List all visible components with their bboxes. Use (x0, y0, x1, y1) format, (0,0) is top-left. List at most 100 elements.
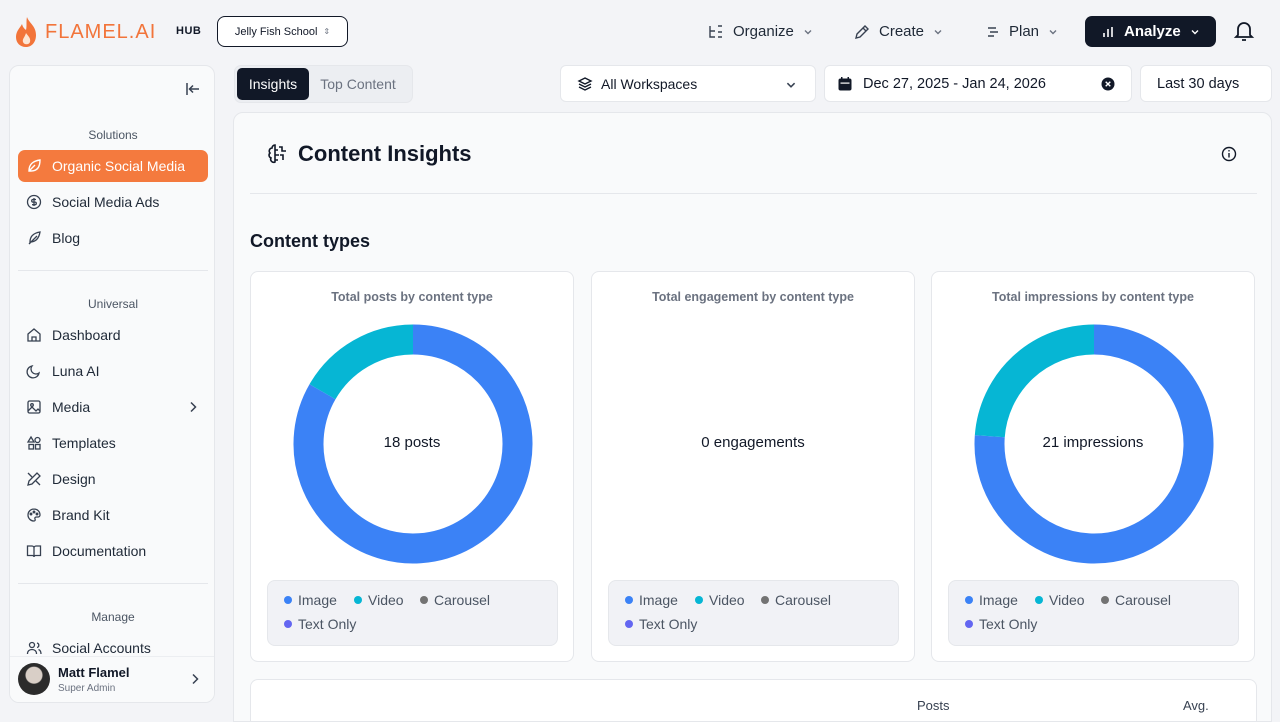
legend-label: Image (979, 592, 1018, 608)
legend-label: Text Only (639, 616, 698, 632)
sidebar-item-label: Documentation (52, 543, 147, 559)
legend-item-image[interactable]: Image (965, 592, 1018, 608)
legend-swatch (1101, 596, 1109, 604)
sidebar-divider (18, 270, 208, 271)
sidebar-item-media[interactable]: Media (18, 391, 208, 423)
legend-item-video[interactable]: Video (354, 592, 404, 608)
donut-slice-image[interactable] (974, 324, 1214, 564)
sidebar-item-dashboard[interactable]: Dashboard (18, 319, 208, 351)
users-icon (26, 641, 42, 655)
chart-title: Total impressions by content type (992, 290, 1194, 304)
home-icon (27, 328, 41, 342)
donut-slice-video[interactable] (309, 324, 414, 400)
nav-organize[interactable]: Organize (708, 16, 813, 47)
legend-swatch (284, 596, 292, 604)
sidebar-item-label: Design (52, 471, 96, 487)
sidebar-item-brand-kit[interactable]: Brand Kit (18, 499, 208, 531)
chart-card-engagement: Total engagement by content type 0 engag… (591, 271, 915, 662)
sidebar-item-label: Blog (52, 230, 81, 246)
collapse-sidebar-icon[interactable] (184, 80, 202, 98)
chevron-down-icon (786, 82, 796, 88)
nav-plan[interactable]: Plan (986, 16, 1058, 47)
legend-swatch (420, 596, 428, 604)
bell-icon[interactable] (1232, 19, 1256, 43)
organize-icon (709, 24, 722, 38)
chart-legend: Image Video Carousel Text Only (608, 580, 899, 646)
sidebar-item-blog[interactable]: Blog (18, 222, 208, 254)
sidebar-item-social-media-ads[interactable]: Social Media Ads (18, 186, 208, 218)
school-selector[interactable]: Jelly Fish School ⇕ (217, 16, 348, 47)
user-profile[interactable]: Matt Flamel Super Admin (10, 656, 214, 702)
date-range-label: Dec 27, 2025 - Jan 24, 2026 (863, 75, 1046, 92)
sidebar-item-design[interactable]: Design (18, 463, 208, 495)
header-divider (250, 193, 1257, 194)
legend-label: Video (368, 592, 404, 608)
nav-plan-label: Plan (1009, 23, 1040, 40)
flame-icon (16, 17, 36, 47)
legend-label: Carousel (1115, 592, 1172, 608)
legend-swatch (965, 596, 973, 604)
dollar-icon (26, 194, 42, 210)
book-icon (26, 545, 42, 558)
sidebar-item-organic-social-media[interactable]: Organic Social Media (18, 150, 208, 182)
donut-slice-image[interactable] (293, 324, 533, 564)
table-header-posts: Posts (917, 698, 950, 713)
legend-item-text-only[interactable]: Text Only (625, 616, 697, 632)
nav-create[interactable]: Create (854, 16, 943, 47)
chevron-right-icon (190, 401, 197, 413)
sidebar-item-label: Dashboard (52, 327, 121, 343)
legend-item-text-only[interactable]: Text Only (965, 616, 1037, 632)
donut-chart-impressions (974, 324, 1214, 564)
period-select[interactable]: Last 30 days (1140, 65, 1272, 102)
legend-label: Video (709, 592, 745, 608)
chart-card-impressions: Total impressions by content type 21 imp… (931, 271, 1255, 662)
info-icon[interactable] (1221, 146, 1237, 162)
sidebar-item-luna-ai[interactable]: Luna AI (18, 355, 208, 387)
flamel-logo[interactable]: FLAMEL.AI (15, 16, 156, 48)
content-insights-panel: Content Insights Content types Total pos… (233, 112, 1272, 722)
brain-icon (268, 144, 286, 164)
panel-header: Content Insights (266, 141, 472, 167)
legend-label: Video (1049, 592, 1085, 608)
section-title-content-types: Content types (250, 231, 371, 251)
sidebar-item-documentation[interactable]: Documentation (18, 535, 208, 567)
donut-slice-video[interactable] (974, 324, 1095, 438)
user-name: Matt Flamel (58, 665, 130, 680)
avatar (18, 663, 50, 695)
sidebar-item-label: Luna AI (52, 363, 100, 379)
legend-item-carousel[interactable]: Carousel (420, 592, 490, 608)
sidebar-item-label: Organic Social Media (52, 158, 186, 174)
legend-swatch (695, 596, 703, 604)
nav-organize-label: Organize (733, 23, 794, 40)
legend-item-video[interactable]: Video (695, 592, 745, 608)
legend-item-text-only[interactable]: Text Only (284, 616, 356, 632)
legend-item-video[interactable]: Video (1035, 592, 1085, 608)
tab-top-content[interactable]: Top Content (320, 76, 396, 92)
chevron-right-icon (192, 673, 199, 685)
pencil-icon (855, 24, 869, 39)
sidebar-item-label: Templates (52, 435, 116, 451)
legend-item-carousel[interactable]: Carousel (1101, 592, 1171, 608)
sidebar-item-label: Brand Kit (52, 507, 110, 523)
sidebar-item-social-accounts[interactable]: Social Accounts (18, 632, 208, 664)
top-bar: FLAMEL.AI HUB Jelly Fish School ⇕ Organi… (0, 0, 1280, 64)
legend-item-image[interactable]: Image (625, 592, 678, 608)
school-selector-label: Jelly Fish School (234, 25, 318, 38)
nav-analyze[interactable]: Analyze (1085, 16, 1216, 47)
donut-center-label: 0 engagements (701, 434, 805, 451)
chart-card-posts: Total posts by content type 18 posts Ima… (250, 271, 574, 662)
clear-icon[interactable] (1101, 77, 1115, 91)
tab-insights[interactable]: Insights (237, 68, 309, 100)
workspace-select[interactable]: All Workspaces (560, 65, 816, 102)
legend-item-image[interactable]: Image (284, 592, 337, 608)
date-range-picker[interactable]: Dec 27, 2025 - Jan 24, 2026 (824, 65, 1132, 102)
section-title-universal: Universal (87, 297, 138, 311)
legend-item-carousel[interactable]: Carousel (761, 592, 831, 608)
legend-label: Carousel (775, 592, 832, 608)
sidebar-item-label: Social Media Ads (52, 194, 160, 210)
hub-label: HUB (176, 25, 202, 37)
chevron-down-icon (804, 29, 812, 34)
legend-swatch (625, 596, 633, 604)
donut-center-label: 18 posts (383, 434, 441, 451)
sidebar-item-templates[interactable]: Templates (18, 427, 208, 459)
